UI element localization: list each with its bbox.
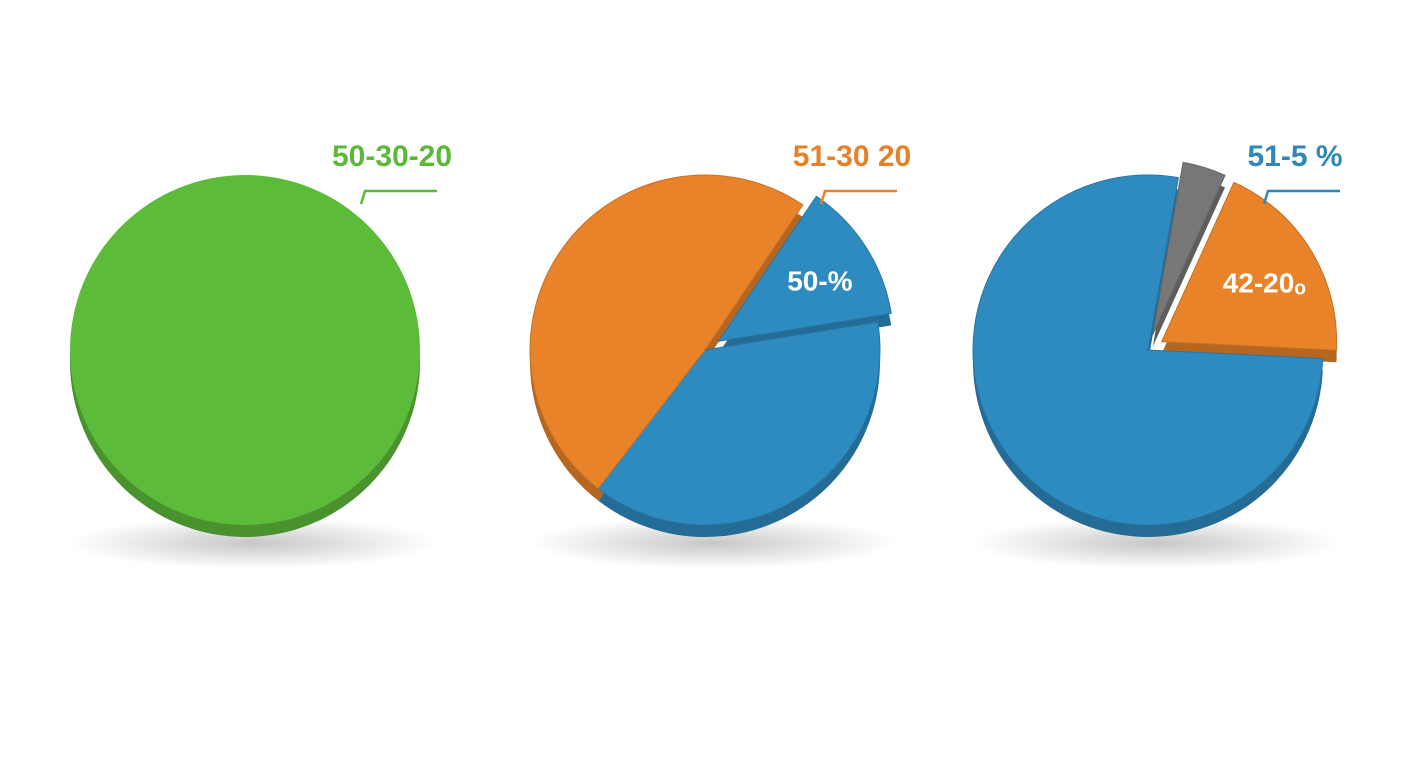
chart-title: 51-30 20 — [793, 140, 911, 173]
pie-slice — [597, 321, 881, 526]
pie-slice — [972, 174, 1324, 526]
leader-line — [359, 189, 437, 205]
slice-annotation: 50-% — [787, 265, 852, 296]
pie-slice — [1160, 181, 1338, 351]
slice-side — [1152, 174, 1226, 347]
chart-title: 50-30-20 — [332, 140, 452, 173]
pie-shadow — [972, 517, 1340, 569]
chart-title: 51-5 % — [1247, 140, 1342, 173]
pie-slice — [1152, 161, 1226, 335]
pie-shadow — [529, 517, 897, 569]
pie-slice — [70, 175, 420, 525]
pie-slice — [717, 195, 892, 343]
pie-slice — [529, 174, 804, 490]
leader-line — [819, 189, 897, 205]
leader-line — [1262, 189, 1340, 205]
slice-annotation: 42-20ₒ — [1223, 268, 1306, 299]
pie-shadow — [69, 517, 437, 569]
